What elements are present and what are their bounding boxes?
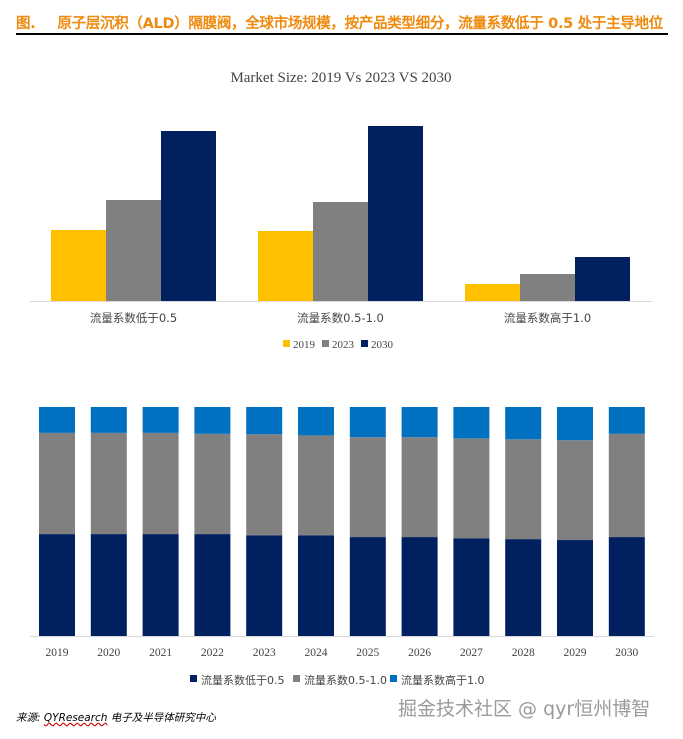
stack-segment-2028 xyxy=(505,539,542,636)
source-note: 来源: QYResearch 电子及半导体研究中心 xyxy=(16,710,216,725)
year-label: 2028 xyxy=(512,647,535,659)
year-label: 2026 xyxy=(408,647,431,659)
bar-2023-0 xyxy=(106,200,161,301)
stack-segment-2026 xyxy=(401,437,438,538)
bar-2023-2 xyxy=(520,274,575,301)
stack-segment-2028 xyxy=(505,439,542,540)
year-label: 2024 xyxy=(305,647,328,659)
legend-swatch-2030 xyxy=(361,340,368,347)
stack-segment-2023 xyxy=(246,434,283,536)
legend-label: 流量系数高于1.0 xyxy=(401,673,485,687)
stack-segment-2024 xyxy=(298,435,334,536)
legend-label: 流量系数0.5-1.0 xyxy=(304,673,387,687)
stack-segment-2027 xyxy=(453,538,490,636)
year-label: 2030 xyxy=(615,647,638,659)
stack-segment-2023 xyxy=(246,535,283,636)
stack-segment-2029 xyxy=(557,407,593,441)
legend-label-2019: 2019 xyxy=(293,339,316,351)
stack-segment-2025 xyxy=(349,537,386,636)
stack-segment-2020 xyxy=(90,407,127,433)
bar-2019-1 xyxy=(258,231,313,301)
legend-swatch xyxy=(190,675,197,682)
stack-segment-2024 xyxy=(298,407,334,436)
stack-segment-2019 xyxy=(39,534,75,636)
figure-title: 图. 原子层沉积（ALD）隔膜阀，全球市场规模，按产品类型细分，流量系数低于 0.… xyxy=(16,12,663,33)
stack-segment-2026 xyxy=(401,537,438,636)
title-divider xyxy=(16,33,668,35)
stack-segment-2030 xyxy=(608,537,645,636)
year-label: 2021 xyxy=(149,647,172,659)
stack-segment-2027 xyxy=(453,407,490,439)
year-label: 2022 xyxy=(201,647,224,659)
stack-segment-2023 xyxy=(246,407,283,435)
stack-segment-2025 xyxy=(349,437,386,538)
year-label: 2029 xyxy=(564,647,587,659)
stack-segment-2028 xyxy=(505,407,542,440)
stack-segment-2021 xyxy=(142,407,179,433)
stack-segment-2022 xyxy=(194,407,231,434)
stack-segment-2022 xyxy=(194,534,231,636)
year-label: 2019 xyxy=(46,647,69,659)
legend-label: 流量系数低于0.5 xyxy=(201,673,285,687)
year-label: 2025 xyxy=(356,647,379,659)
legend-swatch-2019 xyxy=(283,340,290,347)
stack-segment-2024 xyxy=(298,535,334,636)
source-brand: QYResearch xyxy=(43,712,108,724)
stack-segment-2026 xyxy=(401,407,438,438)
year-label: 2020 xyxy=(97,647,120,659)
stack-segment-2020 xyxy=(90,432,127,535)
stack-segment-2027 xyxy=(453,438,490,539)
stack-segment-2025 xyxy=(349,407,386,438)
legend-swatch xyxy=(390,675,397,682)
legend-label-2023: 2023 xyxy=(332,339,355,351)
figure-title-text: 原子层沉积（ALD）隔膜阀，全球市场规模，按产品类型细分，流量系数低于 0.5 … xyxy=(57,16,663,32)
stack-segment-2030 xyxy=(608,433,645,538)
stack-segment-2030 xyxy=(608,407,645,434)
category-label: 流量系数低于0.5 xyxy=(90,311,177,325)
stack-segment-2020 xyxy=(90,534,127,636)
bar-2019-2 xyxy=(465,284,520,301)
bar-2019-0 xyxy=(51,230,106,301)
stack-segment-2021 xyxy=(142,432,179,535)
stack-segment-2021 xyxy=(142,534,179,636)
stack-segment-2029 xyxy=(557,440,593,541)
source-label: 来源: xyxy=(16,712,41,724)
stack-segment-2022 xyxy=(194,433,231,535)
year-label: 2027 xyxy=(460,647,483,659)
stack-segment-2029 xyxy=(557,540,593,636)
stack-segment-2019 xyxy=(39,432,75,535)
product-share-stacked-bar-chart: 2019 2020 2021 2022 2023 2024 2025 2026 2027 2028… xyxy=(30,407,654,687)
bar-2030-1 xyxy=(368,126,423,301)
stack-segment-2019 xyxy=(39,407,75,433)
source-org: 电子及半导体研究中心 xyxy=(110,712,216,724)
market-size-grouped-bar-chart: Market Size: 2019 Vs 2023 VS 2030 流量系数低于0… xyxy=(30,70,652,351)
year-label: 2023 xyxy=(253,647,276,659)
figure-label: 图. xyxy=(16,16,36,32)
legend-swatch xyxy=(293,675,300,682)
category-label: 流量系数高于1.0 xyxy=(504,311,591,325)
watermark-credit: 掘金技术社区 @ qyr恒州博智 xyxy=(398,698,651,720)
bar-2030-2 xyxy=(575,257,630,301)
chart-title: Market Size: 2019 Vs 2023 VS 2030 xyxy=(230,70,451,86)
legend-swatch-2023 xyxy=(322,340,329,347)
bar-2023-1 xyxy=(313,202,368,301)
legend-label-2030: 2030 xyxy=(371,339,394,351)
bar-2030-0 xyxy=(161,131,216,301)
category-label: 流量系数0.5-1.0 xyxy=(297,311,384,325)
